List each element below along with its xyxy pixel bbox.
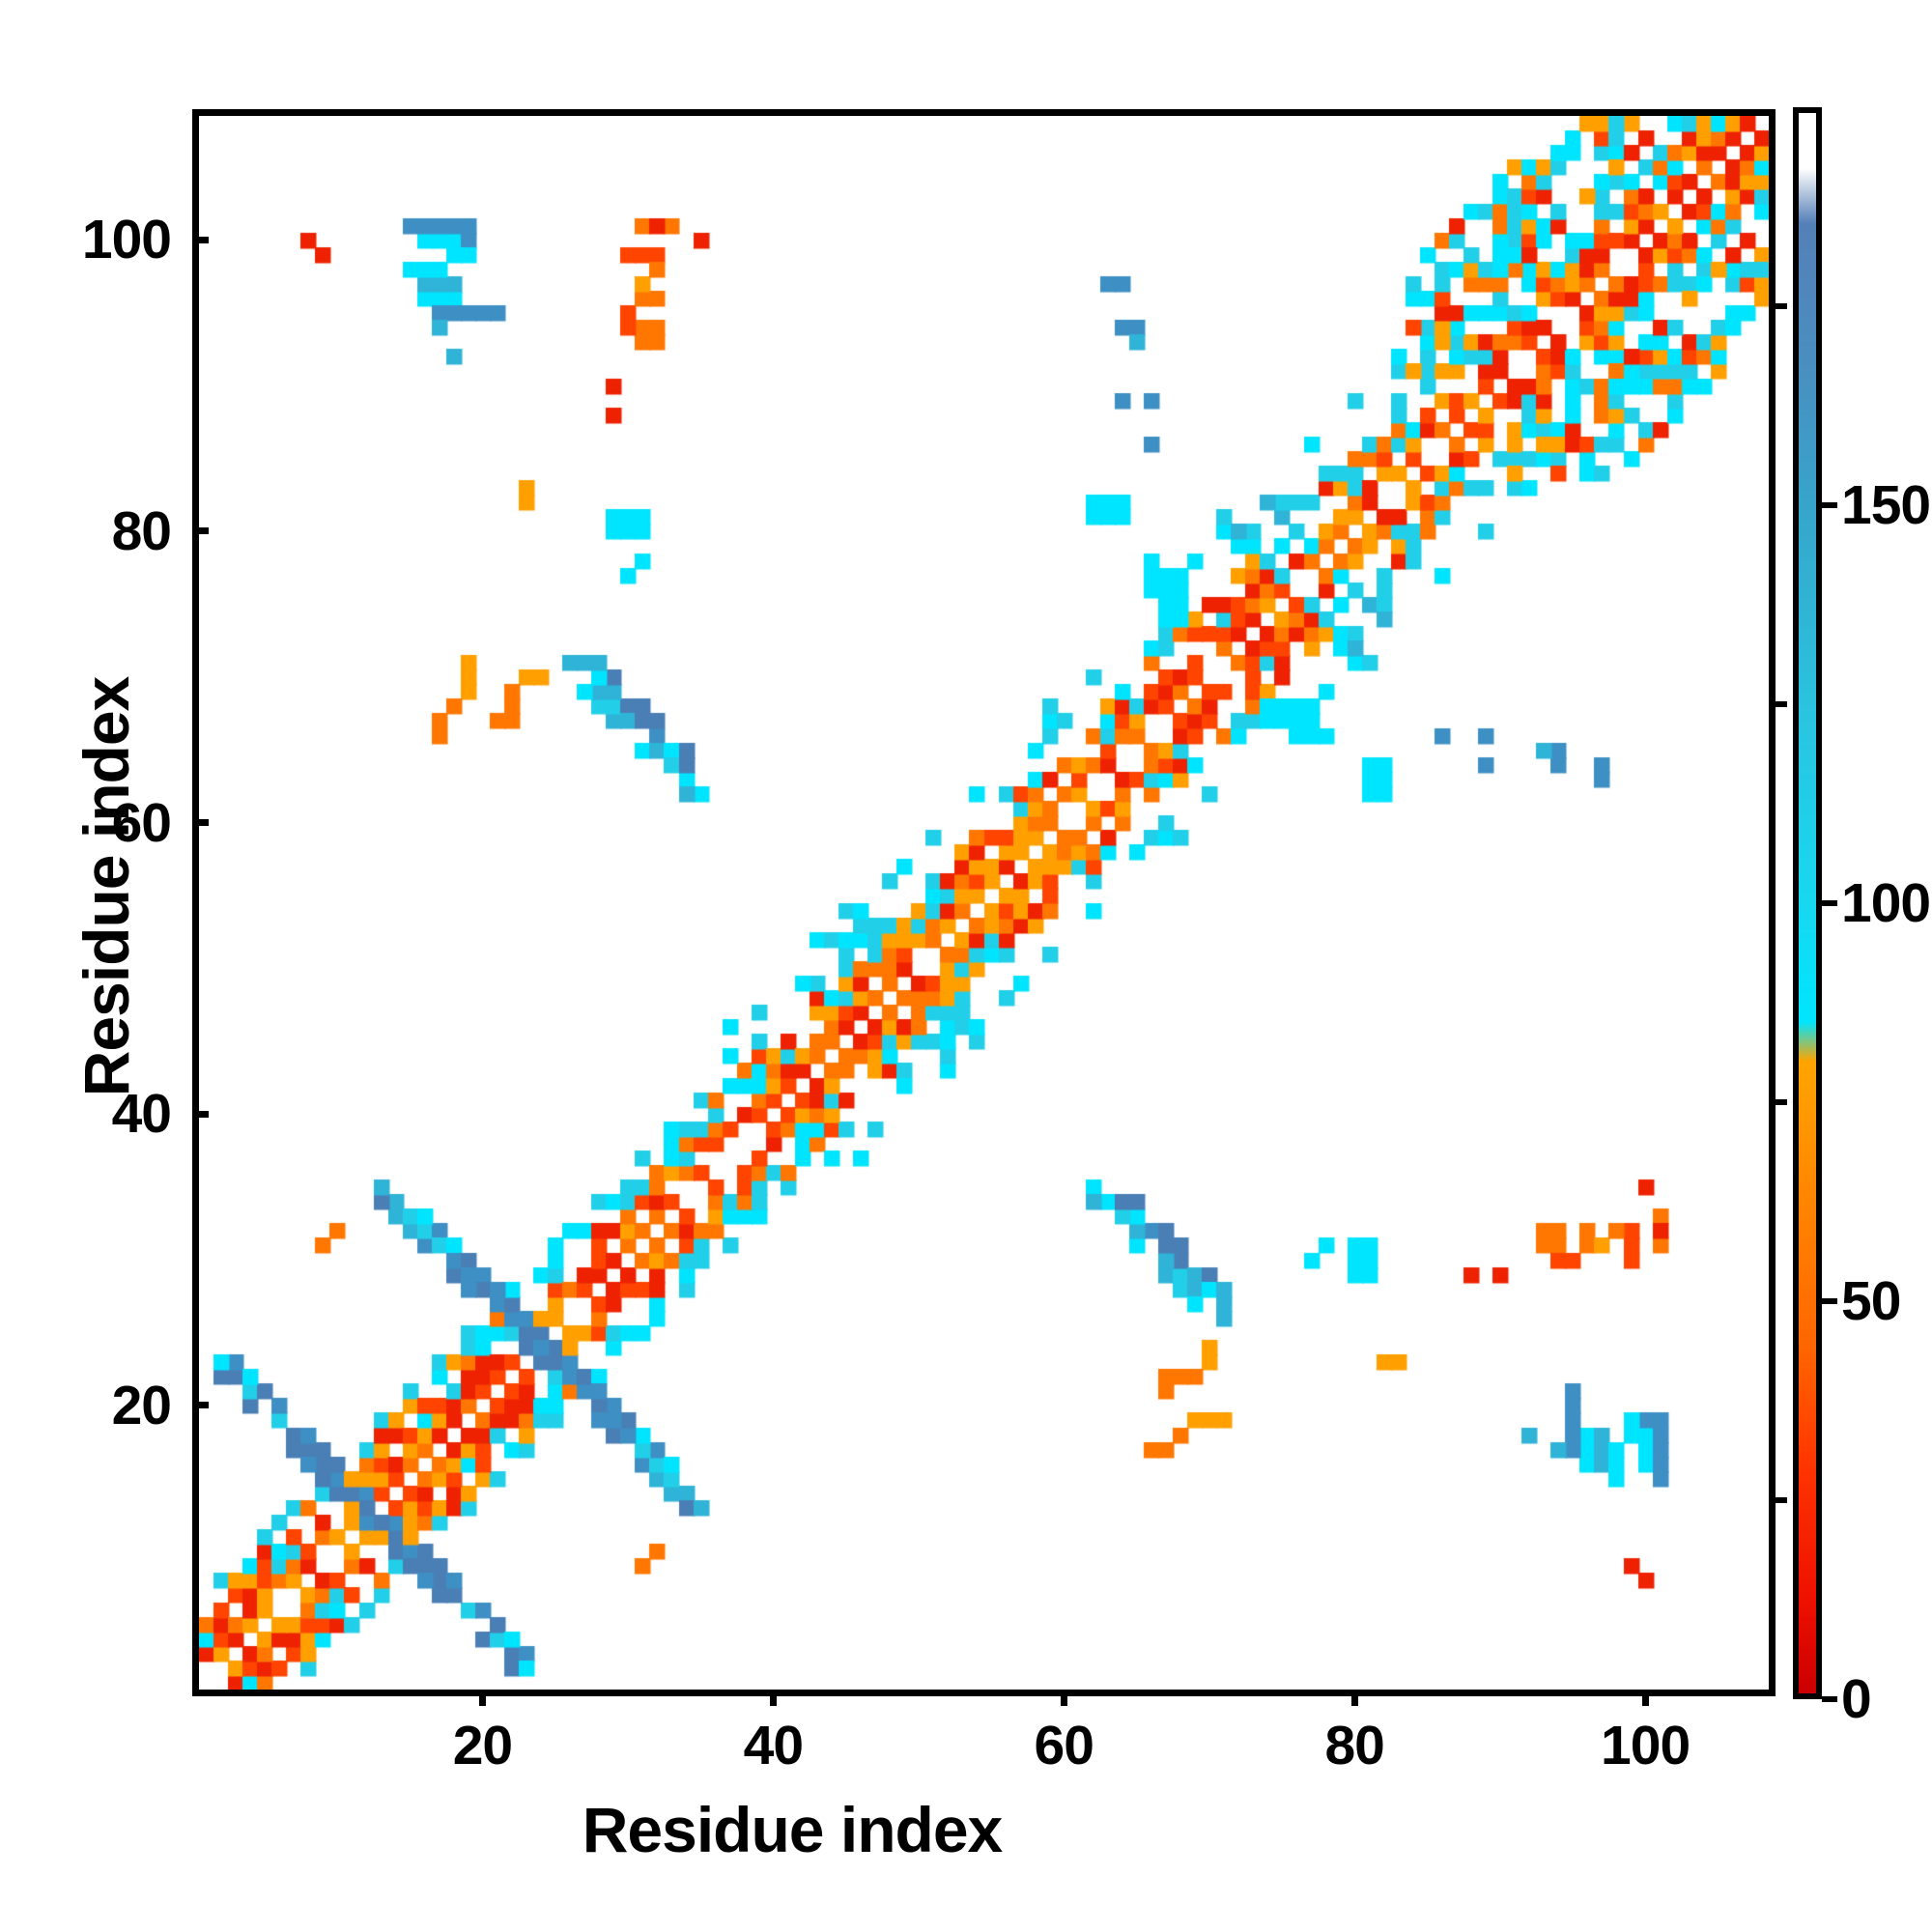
colorbar-minor-tick-75 — [1776, 1099, 1787, 1105]
x-tick-60 — [1060, 1690, 1067, 1706]
x-tick-label-40: 40 — [743, 1715, 804, 1776]
colorbar — [1793, 107, 1822, 1699]
colorbar-tick-50 — [1822, 1298, 1837, 1304]
y-tick-label-80: 80 — [111, 499, 172, 562]
colorbar-minor-tick-125 — [1776, 701, 1787, 707]
y-axis-title: Residue index — [71, 676, 142, 1097]
y-tick-label-20: 20 — [111, 1374, 172, 1436]
x-tick-40 — [769, 1690, 777, 1706]
colorbar-gradient — [1799, 113, 1816, 1693]
contact-matrix-heatmap — [199, 116, 1769, 1690]
x-tick-100 — [1641, 1690, 1649, 1706]
colorbar-label-150: 150 — [1841, 474, 1931, 536]
plot-area — [192, 109, 1776, 1696]
colorbar-minor-tick-175 — [1776, 303, 1787, 309]
x-tick-label-100: 100 — [1601, 1715, 1690, 1776]
y-tick-60 — [192, 819, 209, 827]
colorbar-label-50: 50 — [1841, 1270, 1901, 1332]
colorbar-tick-100 — [1822, 900, 1837, 906]
colorbar-minor-tick-25 — [1776, 1497, 1787, 1503]
x-tick-20 — [478, 1690, 486, 1706]
x-axis-title: Residue index — [582, 1794, 1003, 1865]
y-tick-label-40: 40 — [111, 1083, 172, 1146]
x-tick-label-60: 60 — [1034, 1715, 1094, 1776]
x-tick-label-20: 20 — [452, 1715, 513, 1776]
colorbar-tick-150 — [1822, 502, 1837, 508]
y-tick-label-60: 60 — [111, 791, 172, 854]
y-tick-20 — [192, 1402, 209, 1409]
colorbar-tick-0 — [1822, 1696, 1837, 1702]
y-tick-40 — [192, 1110, 209, 1118]
colorbar-label-0: 0 — [1841, 1668, 1872, 1730]
y-tick-label-100: 100 — [81, 209, 172, 271]
y-tick-100 — [192, 236, 209, 243]
y-tick-80 — [192, 527, 209, 535]
x-tick-label-80: 80 — [1324, 1715, 1384, 1776]
x-tick-80 — [1350, 1690, 1358, 1706]
colorbar-label-100: 100 — [1841, 872, 1931, 934]
